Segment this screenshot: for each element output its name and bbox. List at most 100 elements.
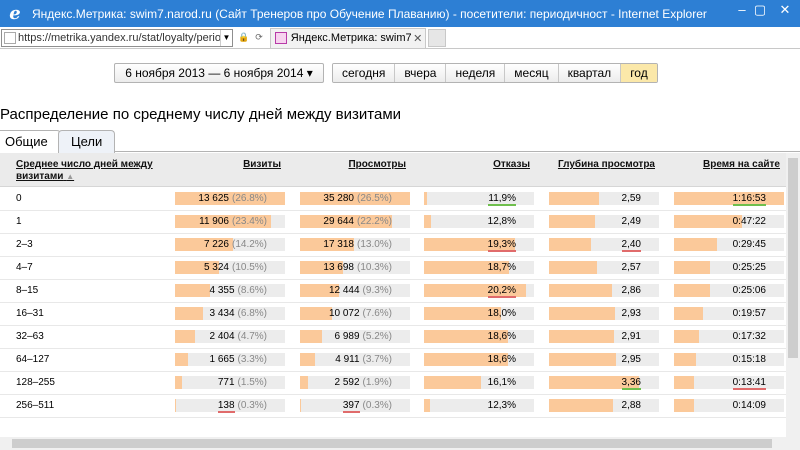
bounce-bar-fill [424, 238, 515, 251]
views-bar-fill [300, 376, 308, 389]
views-percent: (7.6%) [362, 308, 392, 319]
visits-percent: (3.3%) [237, 354, 267, 365]
visits-percent: (14.2%) [231, 239, 267, 250]
table-row: 64–127 1 665 (3.3%) 4 911 (3.7%) 18,6% 2,95 0:1… [0, 349, 786, 372]
col-header-visits[interactable]: Визиты [243, 159, 281, 170]
views-value-cell: 17 318 (13.0%) [323, 239, 392, 250]
views-value-cell: 10 072 (7.6%) [329, 308, 392, 319]
time-value-cell: 0:47:22 [733, 216, 766, 227]
bounce-bar [424, 376, 534, 389]
time-bar [674, 330, 784, 343]
address-dropdown-icon[interactable]: ▼ [220, 29, 232, 46]
bounce-value-cell: 12,3% [488, 400, 516, 411]
visits-value: 4 355 [209, 285, 235, 296]
bounce-bar-fill [424, 261, 509, 274]
tab-favicon-icon [274, 32, 287, 44]
vertical-scroll-thumb[interactable] [788, 158, 798, 358]
table-row: 1 11 906 (23.4%) 29 644 (22.2%) 12,8% 2,49 0:47… [0, 211, 786, 234]
col-header-depth[interactable]: Глубина просмотра [557, 159, 655, 170]
period-week[interactable]: неделя [445, 64, 505, 82]
depth-bar [549, 330, 659, 343]
time-bar-fill [674, 376, 694, 389]
sort-asc-icon: ▲ [66, 172, 75, 181]
vertical-scrollbar[interactable] [786, 153, 800, 450]
views-value: 12 444 [328, 285, 360, 296]
close-icon[interactable]: ✕ [770, 0, 800, 20]
row-label: 64–127 [16, 354, 50, 365]
row-label: 128–255 [16, 377, 55, 388]
period-yesterday[interactable]: вчера [394, 64, 446, 82]
depth-value-cell: 2,59 [622, 193, 641, 204]
row-label: 8–15 [16, 285, 39, 296]
time-value: 0:25:25 [732, 262, 766, 273]
period-year[interactable]: год [620, 64, 657, 82]
depth-bar-fill [549, 192, 599, 205]
horizontal-scroll-thumb[interactable] [12, 439, 772, 448]
table-row: 8–15 4 355 (8.6%) 12 444 (9.3%) 20,2% 2,86 0:25… [0, 280, 786, 303]
period-today[interactable]: сегодня [333, 64, 395, 82]
visits-percent: (4.7%) [237, 331, 267, 342]
time-value: 0:15:18 [732, 354, 766, 365]
time-bar [674, 399, 784, 412]
visits-value: 771 [217, 377, 235, 388]
depth-value-cell: 2,86 [622, 285, 641, 296]
views-bar-fill [300, 238, 354, 251]
views-percent: (22.2%) [356, 216, 392, 227]
depth-value: 2,49 [621, 216, 641, 227]
maximize-icon[interactable]: ▢ [753, 2, 767, 17]
visits-bar [175, 353, 285, 366]
table-row: 4–7 5 324 (10.5%) 13 698 (10.3%) 18,7% 2,57 0:2… [0, 257, 786, 280]
bounce-value: 12,3% [487, 400, 516, 411]
window-title: Яндекс.Метрика: swim7.narod.ru (Сайт Тре… [32, 6, 707, 21]
time-value-cell: 0:17:32 [733, 331, 766, 342]
depth-value: 2,95 [621, 354, 641, 365]
depth-value: 2,59 [621, 193, 641, 204]
views-bar [300, 376, 410, 389]
views-percent: (1.9%) [362, 377, 392, 388]
bounce-value: 12,8% [487, 216, 516, 227]
col-header-views[interactable]: Просмотры [348, 159, 406, 170]
new-tab-button[interactable] [427, 28, 446, 47]
depth-value: 2,40 [621, 239, 641, 252]
depth-value: 2,88 [621, 400, 641, 411]
minimize-icon[interactable]: – [738, 2, 746, 17]
period-month[interactable]: месяц [504, 64, 558, 82]
visits-bar-fill [175, 192, 285, 205]
visits-value-cell: 5 324 (10.5%) [204, 262, 267, 273]
tab-close-icon[interactable]: ✕ [413, 32, 423, 45]
lock-icon[interactable]: 🔒 [238, 32, 250, 42]
date-range-picker[interactable]: 6 ноября 2013 — 6 ноября 2014 ▾ [114, 63, 324, 83]
time-value: 0:25:06 [732, 285, 766, 296]
tab-goals[interactable]: Цели [58, 130, 116, 153]
refresh-icon[interactable]: ⟳ [255, 32, 263, 42]
address-bar[interactable]: https://metrika.yandex.ru/stat/loyalty/p… [1, 28, 233, 47]
col-header-bounce[interactable]: Отказы [493, 159, 530, 170]
visits-bar-fill [175, 215, 271, 228]
address-url[interactable]: https://metrika.yandex.ru/stat/loyalty/p… [18, 31, 220, 44]
visits-percent: (8.6%) [237, 285, 267, 296]
col-header-time[interactable]: Время на сайте [702, 159, 780, 170]
views-value-cell: 4 911 (3.7%) [335, 354, 392, 365]
browser-toolbar: https://metrika.yandex.ru/stat/loyalty/p… [0, 27, 800, 49]
table-row: 2–3 7 226 (14.2%) 17 318 (13.0%) 19,3% 2,40 0:2… [0, 234, 786, 257]
visits-value-cell: 1 665 (3.3%) [210, 354, 267, 365]
time-bar-fill [674, 284, 710, 297]
table-row: 256–511 138 (0.3%) 397 (0.3%) 12,3% 2,88 0:14:0… [0, 395, 786, 418]
browser-tab[interactable]: Яндекс.Метрика: swim7.n... ✕ [269, 27, 426, 48]
time-value-cell: 0:14:09 [733, 400, 766, 411]
views-bar-fill [300, 192, 410, 205]
time-value: 1:16:53 [732, 193, 766, 206]
time-bar-fill [674, 307, 703, 320]
tab-general[interactable]: Общие [0, 130, 61, 153]
time-value: 0:13:41 [732, 377, 766, 390]
time-bar [674, 261, 784, 274]
time-value: 0:17:32 [732, 331, 766, 342]
views-value: 29 644 [323, 216, 354, 227]
depth-bar [549, 307, 659, 320]
horizontal-scrollbar[interactable] [0, 437, 786, 450]
time-value: 0:14:09 [732, 400, 766, 411]
views-percent: (10.3%) [356, 262, 392, 273]
visits-value: 2 404 [209, 331, 235, 342]
col-header-days[interactable]: Среднее число дней между визитами ▲ [16, 159, 156, 183]
period-quarter[interactable]: квартал [557, 64, 621, 82]
